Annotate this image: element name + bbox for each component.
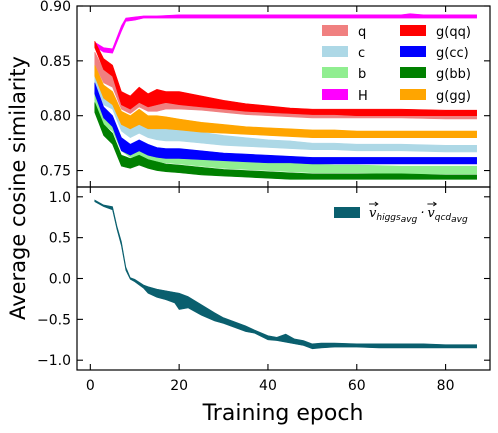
bottom-xtick-label: 40 (259, 378, 277, 394)
legend-sub2: qcd (435, 213, 452, 223)
bottom-ytick-label: 0.5 (49, 231, 71, 247)
legend-swatch-h (322, 89, 348, 100)
bottom-xtick-label: 80 (437, 378, 455, 394)
bottom-ytick-label: 0.0 (49, 272, 71, 288)
legend-sub1: higgs (376, 213, 401, 223)
bottom-legend: vhiggsavg · vqcdavg (334, 201, 468, 225)
top-ytick-label: 0.85 (40, 54, 71, 70)
legend-swatch-g-gg (400, 89, 426, 100)
top-ticks: 0.75 0.80 0.85 0.90 (40, 0, 490, 187)
legend-dot: · (420, 206, 424, 221)
legend-label-h: H (358, 89, 368, 104)
legend-swatch-g-bb (400, 67, 426, 78)
legend-vector-arrowhead (433, 201, 438, 207)
legend-swatch-g-cc (400, 46, 426, 57)
legend-label-g-gg: g(gg) (436, 89, 471, 104)
y-axis-label: Average cosine similarity (6, 56, 30, 320)
bottom-ytick-label: −1.0 (37, 353, 71, 369)
legend-label-g-bb: g(bb) (436, 67, 471, 82)
top-band-g-gg (94, 65, 477, 138)
legend-label-b: b (358, 67, 366, 82)
legend-label-c: c (358, 46, 365, 61)
bottom-panel: −1.0−0.50.00.51.00 20 40 60 80 vhiggsavg · vqc… (37, 186, 491, 394)
legend-label-g-cc: g(cc) (436, 46, 469, 61)
top-band-g-bb (94, 102, 477, 180)
bottom-ytick-label: −0.5 (37, 312, 71, 328)
legend-subsub1: avg (401, 215, 418, 225)
top-ytick-label: 0.80 (40, 109, 71, 125)
legend-label-q: q (358, 25, 366, 40)
bottom-xtick-label: 20 (170, 378, 188, 394)
top-bands (94, 13, 477, 180)
top-ytick-label: 0.75 (40, 164, 71, 180)
legend-v2: v (427, 206, 435, 221)
bottom-xtick-label: 60 (348, 378, 366, 394)
legend-subsub2: avg (451, 215, 468, 225)
top-band-g-qq (94, 40, 477, 116)
bottom-band-dot-product (94, 199, 477, 350)
bottom-ytick-label: 1.0 (49, 190, 71, 206)
top-band-h (94, 13, 477, 54)
legend-v1: v (369, 206, 377, 221)
top-band-g-cc (94, 82, 477, 165)
bottom-bands (94, 199, 477, 350)
x-axis-label: Training epoch (202, 401, 364, 426)
legend-swatch-c (322, 46, 348, 57)
bottom-xtick-label: 0 (86, 378, 95, 394)
legend-swatch-dot-product (334, 207, 360, 218)
legend-swatch-b (322, 67, 348, 78)
legend-swatch-q (322, 25, 348, 36)
bottom-ticks: −1.0 −0.5 0.0 0.5 1.0 0 20 40 60 80 (37, 187, 490, 394)
legend-vector-arrowhead (374, 201, 379, 207)
legend-swatch-g-qq (400, 25, 426, 36)
legend-label-g-qq: g(qq) (436, 25, 471, 40)
top-ytick-label: 0.90 (40, 0, 71, 15)
legend-label-dot-product: vhiggsavg · vqcdavg (369, 206, 468, 225)
